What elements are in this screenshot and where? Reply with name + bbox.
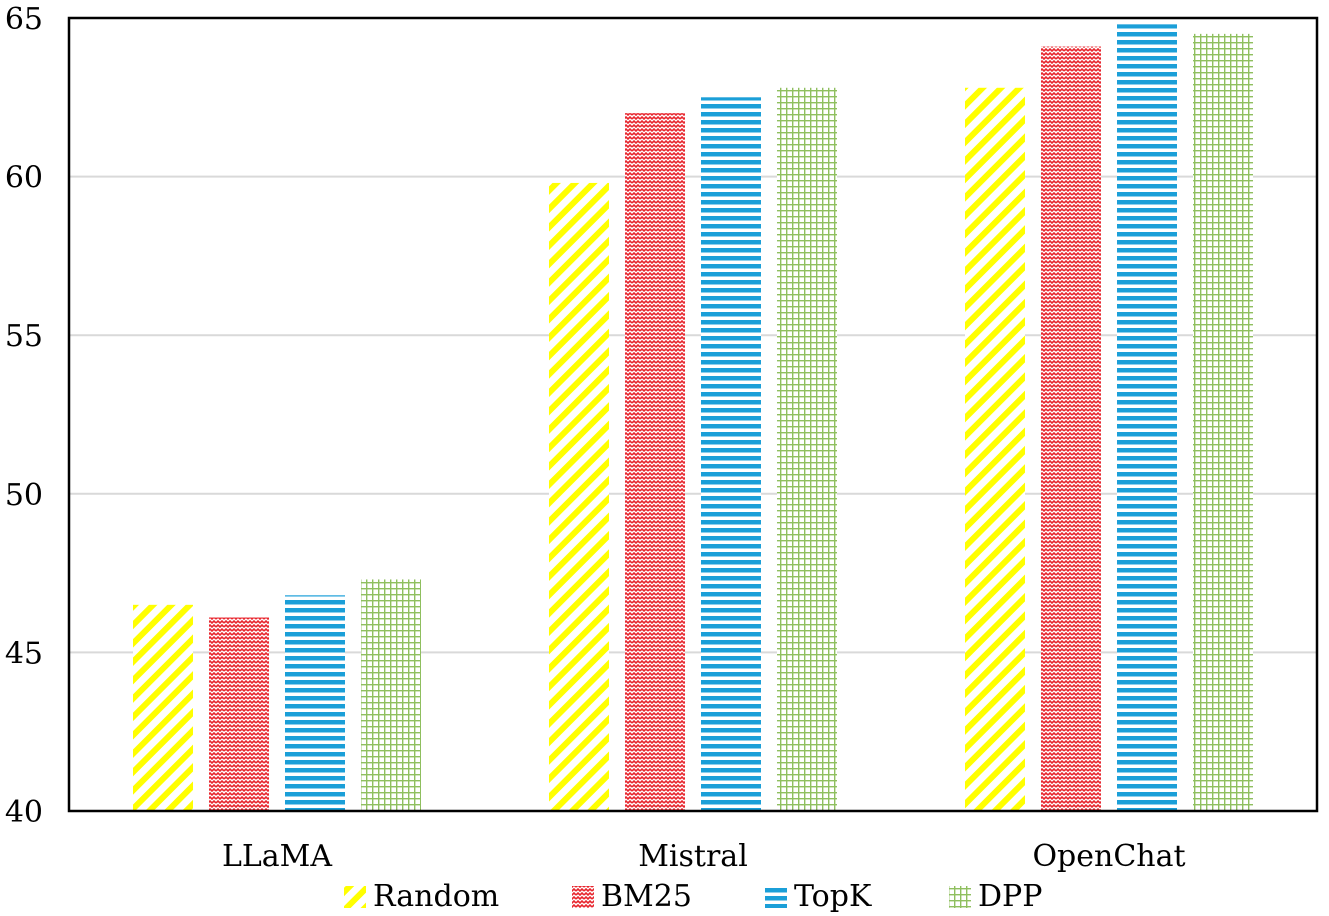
y-tick-label: 50 — [5, 478, 43, 513]
plot-area-frame — [67, 16, 1319, 813]
legend-swatch — [344, 886, 366, 908]
legend-label: Random — [373, 879, 499, 914]
bar-dpp-llama — [361, 579, 421, 811]
bar-bm25-llama — [209, 617, 269, 811]
legend-item-bm25: BM25 — [572, 879, 692, 914]
bar-topk-openchat — [1117, 24, 1177, 812]
bar-dpp-openchat — [1193, 33, 1253, 812]
bar-dpp-mistral — [777, 87, 837, 811]
y-tick-label: 55 — [5, 319, 43, 354]
y-tick-label: 45 — [5, 636, 43, 671]
legend-swatch — [949, 886, 971, 908]
legend: Random BM25 TopK DPP — [344, 879, 1042, 914]
y-tick-label: 40 — [5, 795, 43, 830]
bar-topk-llama — [285, 595, 345, 811]
legend-label: BM25 — [601, 879, 692, 914]
bar-random-llama — [133, 604, 193, 811]
legend-label: TopK — [794, 879, 872, 914]
bar-random-mistral — [549, 182, 609, 812]
legend-swatch — [765, 886, 787, 908]
x-axis-category-labels: LLaMA Mistral OpenChat — [222, 839, 1186, 874]
x-category-label: LLaMA — [222, 839, 332, 874]
gridlines — [69, 175, 1317, 654]
x-category-label: Mistral — [638, 839, 748, 874]
y-tick-label: 65 — [5, 2, 43, 37]
y-axis-tick-labels: 40 45 50 55 60 65 — [5, 2, 43, 830]
bars — [133, 24, 1253, 812]
legend-label: DPP — [978, 879, 1042, 914]
bar-bm25-openchat — [1041, 46, 1101, 812]
legend-item-dpp: DPP — [949, 879, 1042, 914]
x-category-label: OpenChat — [1032, 839, 1185, 874]
legend-swatch — [572, 886, 594, 908]
y-tick-label: 60 — [5, 161, 43, 196]
legend-item-topk: TopK — [765, 879, 872, 914]
legend-item-random: Random — [344, 879, 499, 914]
bar-bm25-mistral — [625, 113, 685, 811]
bar-random-openchat — [965, 87, 1025, 811]
bar-topk-mistral — [701, 97, 761, 812]
